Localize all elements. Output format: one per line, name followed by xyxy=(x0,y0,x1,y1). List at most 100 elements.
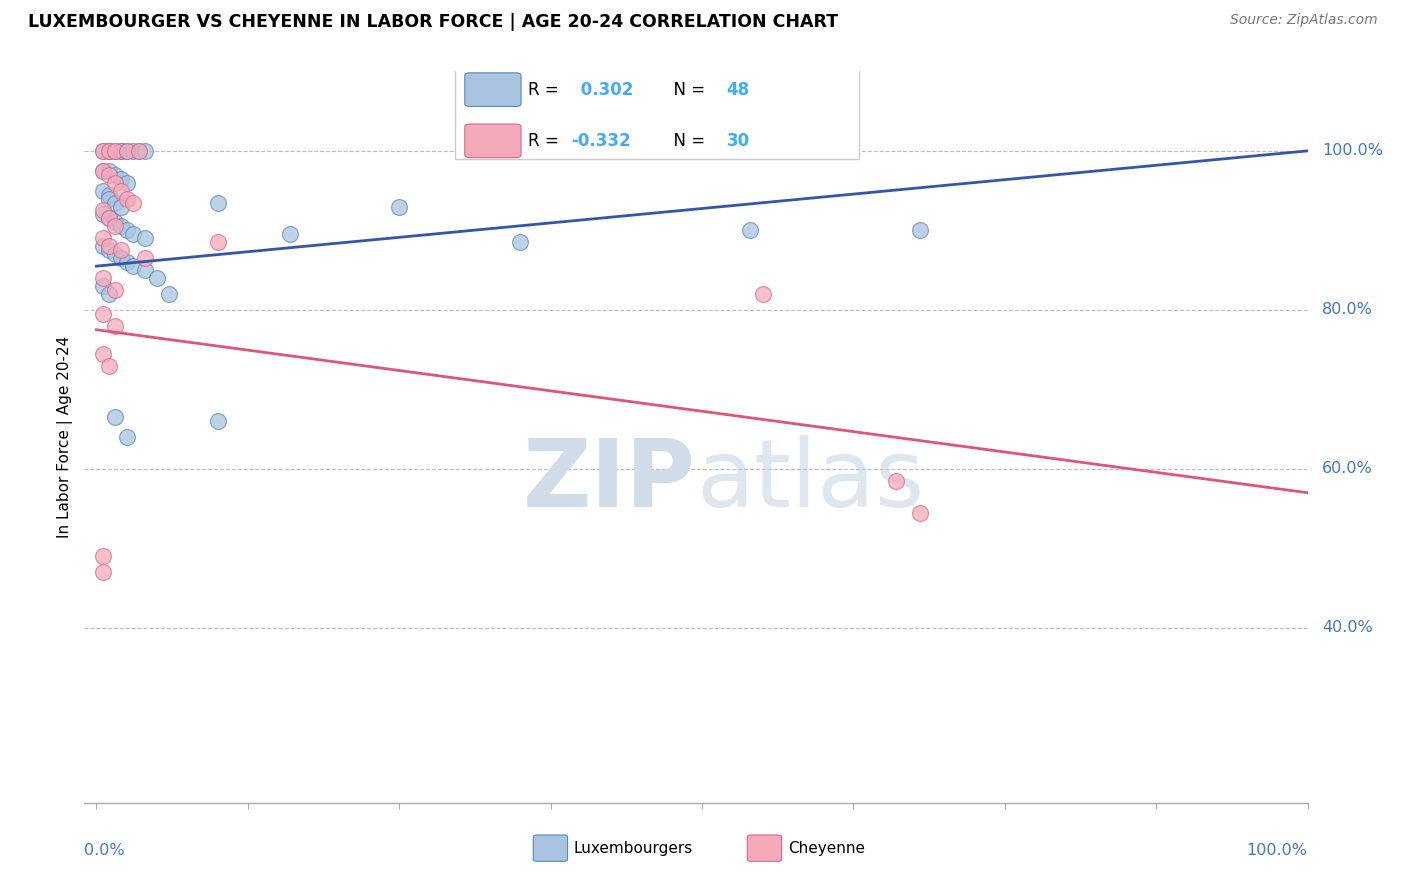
Point xyxy=(104,215,127,229)
Point xyxy=(91,163,114,178)
Point xyxy=(104,176,127,190)
Point xyxy=(121,195,143,210)
Point xyxy=(908,223,931,237)
Point xyxy=(91,271,114,285)
Point xyxy=(91,549,114,564)
Text: ZIP: ZIP xyxy=(523,435,696,527)
Point xyxy=(91,346,114,360)
Point xyxy=(134,231,156,245)
Text: atlas: atlas xyxy=(696,435,924,527)
Point xyxy=(666,144,689,158)
Point xyxy=(884,474,907,488)
Point xyxy=(134,263,156,277)
FancyBboxPatch shape xyxy=(456,61,859,159)
Point xyxy=(97,192,120,206)
Point xyxy=(115,176,138,190)
Point xyxy=(97,211,120,226)
Text: 60.0%: 60.0% xyxy=(1322,461,1374,476)
Text: R =: R = xyxy=(529,80,564,99)
Point xyxy=(207,414,229,428)
Text: N =: N = xyxy=(664,80,710,99)
Point xyxy=(121,227,143,242)
Point xyxy=(110,251,132,265)
Point xyxy=(97,144,120,158)
Point xyxy=(91,307,114,321)
Point xyxy=(91,207,114,221)
Point xyxy=(91,566,114,580)
FancyBboxPatch shape xyxy=(465,124,522,158)
Point xyxy=(509,235,531,250)
Point xyxy=(97,144,120,158)
Point xyxy=(97,144,120,158)
Point xyxy=(207,195,229,210)
Y-axis label: In Labor Force | Age 20-24: In Labor Force | Age 20-24 xyxy=(58,336,73,538)
Point xyxy=(97,187,120,202)
Point xyxy=(115,430,138,444)
Point xyxy=(97,244,120,258)
Point xyxy=(128,144,150,158)
Point xyxy=(91,231,114,245)
Point xyxy=(134,251,156,265)
Point xyxy=(97,163,120,178)
Text: LUXEMBOURGER VS CHEYENNE IN LABOR FORCE | AGE 20-24 CORRELATION CHART: LUXEMBOURGER VS CHEYENNE IN LABOR FORCE … xyxy=(28,13,838,31)
Point xyxy=(104,144,127,158)
Text: Source: ZipAtlas.com: Source: ZipAtlas.com xyxy=(1230,13,1378,28)
Point xyxy=(121,144,143,158)
Point xyxy=(91,163,114,178)
Point xyxy=(207,235,229,250)
Text: N =: N = xyxy=(664,132,710,150)
Point xyxy=(134,144,156,158)
Point xyxy=(121,259,143,273)
Point xyxy=(91,144,114,158)
FancyBboxPatch shape xyxy=(465,73,522,106)
Point xyxy=(97,239,120,253)
Text: 40.0%: 40.0% xyxy=(1322,621,1374,635)
Text: 0.0%: 0.0% xyxy=(84,843,125,858)
Point xyxy=(115,255,138,269)
Point xyxy=(91,184,114,198)
Text: 30: 30 xyxy=(727,132,749,150)
Point xyxy=(104,168,127,182)
Text: 100.0%: 100.0% xyxy=(1322,144,1384,159)
Point xyxy=(104,283,127,297)
Point xyxy=(115,223,138,237)
Point xyxy=(91,239,114,253)
Point xyxy=(97,287,120,301)
Point xyxy=(104,195,127,210)
Text: 80.0%: 80.0% xyxy=(1322,302,1374,318)
Text: 0.302: 0.302 xyxy=(575,80,633,99)
Point xyxy=(751,287,773,301)
Point xyxy=(115,144,138,158)
Point xyxy=(97,168,120,182)
Point xyxy=(278,227,301,242)
Point xyxy=(388,200,411,214)
Point xyxy=(146,271,169,285)
Point xyxy=(91,203,114,218)
Point xyxy=(91,279,114,293)
Point xyxy=(115,144,138,158)
Text: 100.0%: 100.0% xyxy=(1247,843,1308,858)
Point xyxy=(908,506,931,520)
Text: 48: 48 xyxy=(727,80,749,99)
Point xyxy=(97,211,120,226)
Point xyxy=(740,223,762,237)
Text: R =: R = xyxy=(529,132,564,150)
Point xyxy=(104,219,127,234)
FancyBboxPatch shape xyxy=(748,835,782,862)
Point xyxy=(157,287,180,301)
Point xyxy=(110,171,132,186)
FancyBboxPatch shape xyxy=(533,835,568,862)
Point xyxy=(110,184,132,198)
Point xyxy=(128,144,150,158)
Point xyxy=(91,144,114,158)
Text: Cheyenne: Cheyenne xyxy=(787,840,865,855)
Point xyxy=(97,359,120,373)
Point xyxy=(115,192,138,206)
Point xyxy=(104,144,127,158)
Point xyxy=(104,410,127,425)
Point xyxy=(104,247,127,261)
Point xyxy=(110,244,132,258)
Text: Luxembourgers: Luxembourgers xyxy=(574,840,693,855)
Point xyxy=(110,200,132,214)
Point xyxy=(110,144,132,158)
